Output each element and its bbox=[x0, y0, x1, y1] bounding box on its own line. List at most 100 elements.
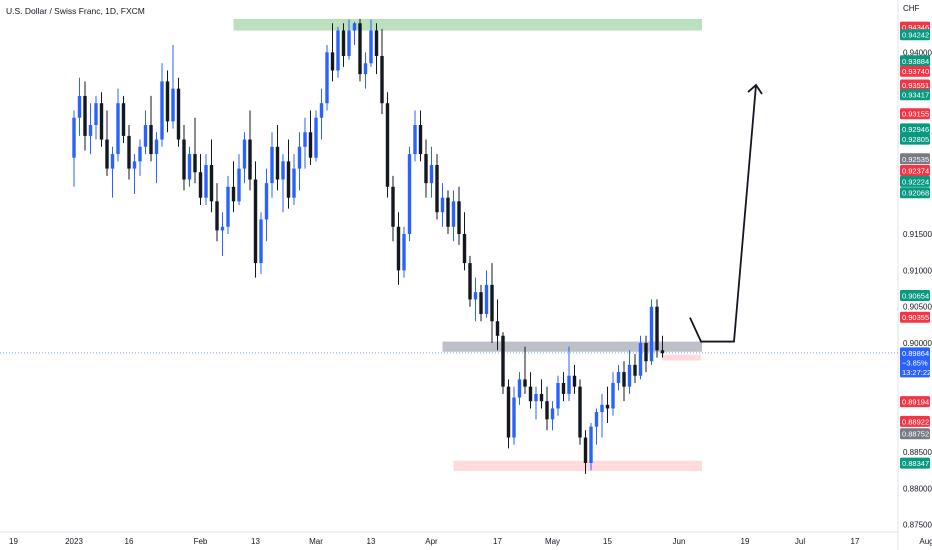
candle[interactable] bbox=[270, 132, 274, 198]
candle[interactable] bbox=[627, 350, 632, 394]
candle[interactable] bbox=[248, 110, 252, 191]
candle[interactable] bbox=[468, 255, 472, 307]
candle[interactable] bbox=[121, 95, 126, 144]
candle[interactable] bbox=[407, 146, 412, 242]
candle[interactable] bbox=[336, 26, 340, 78]
candle[interactable] bbox=[110, 146, 115, 198]
candle[interactable] bbox=[237, 154, 241, 205]
candle[interactable] bbox=[534, 386, 538, 420]
candle[interactable] bbox=[176, 77, 181, 147]
candle[interactable] bbox=[160, 63, 164, 147]
candle[interactable] bbox=[545, 386, 549, 431]
candle[interactable] bbox=[583, 430, 588, 474]
candle[interactable] bbox=[292, 154, 296, 205]
candle[interactable] bbox=[303, 117, 307, 169]
candle[interactable] bbox=[204, 154, 208, 205]
candle[interactable] bbox=[506, 379, 511, 449]
candle[interactable] bbox=[94, 95, 98, 140]
candle[interactable] bbox=[286, 139, 291, 209]
candle[interactable] bbox=[594, 408, 599, 445]
candle[interactable] bbox=[281, 154, 285, 213]
candle[interactable] bbox=[523, 346, 527, 394]
candle[interactable] bbox=[220, 212, 225, 256]
candle[interactable] bbox=[182, 125, 186, 191]
candle[interactable] bbox=[446, 190, 450, 235]
candle[interactable] bbox=[325, 45, 329, 111]
candle[interactable] bbox=[622, 361, 626, 402]
resistance-zone[interactable] bbox=[442, 341, 703, 352]
candle[interactable] bbox=[127, 125, 131, 180]
candle[interactable] bbox=[259, 212, 263, 274]
candle[interactable] bbox=[644, 335, 648, 373]
candle[interactable] bbox=[231, 161, 236, 213]
candle[interactable] bbox=[402, 226, 406, 278]
candle[interactable] bbox=[187, 146, 192, 187]
candle[interactable] bbox=[479, 284, 483, 322]
candle[interactable] bbox=[215, 183, 219, 242]
candle[interactable] bbox=[77, 77, 82, 136]
candle[interactable] bbox=[308, 110, 313, 165]
candle[interactable] bbox=[424, 139, 428, 198]
demand-zone[interactable] bbox=[453, 460, 703, 471]
projection-path[interactable] bbox=[689, 84, 757, 343]
candle[interactable] bbox=[589, 422, 593, 471]
candle[interactable] bbox=[226, 175, 230, 235]
candle[interactable] bbox=[512, 386, 516, 445]
candle[interactable] bbox=[374, 23, 379, 75]
candle[interactable] bbox=[358, 18, 362, 82]
candle[interactable] bbox=[605, 386, 610, 423]
candle[interactable] bbox=[638, 335, 643, 380]
candle[interactable] bbox=[561, 372, 566, 402]
supply-zone[interactable] bbox=[233, 18, 703, 31]
candle[interactable] bbox=[132, 154, 137, 195]
candle[interactable] bbox=[72, 110, 76, 187]
candle[interactable] bbox=[99, 92, 104, 147]
candle[interactable] bbox=[501, 332, 505, 394]
candle[interactable] bbox=[600, 393, 604, 438]
candle[interactable] bbox=[341, 23, 346, 67]
candle[interactable] bbox=[319, 88, 324, 140]
candle[interactable] bbox=[83, 81, 87, 151]
candle[interactable] bbox=[88, 103, 93, 155]
candle[interactable] bbox=[418, 110, 423, 162]
candle[interactable] bbox=[242, 132, 247, 184]
candle[interactable] bbox=[517, 372, 522, 405]
candle[interactable] bbox=[347, 19, 351, 60]
candle[interactable] bbox=[633, 353, 637, 384]
candle[interactable] bbox=[165, 70, 170, 133]
candle[interactable] bbox=[297, 132, 302, 191]
candle[interactable] bbox=[314, 110, 318, 162]
candle[interactable] bbox=[539, 379, 544, 409]
candle[interactable] bbox=[660, 335, 665, 358]
candle[interactable] bbox=[138, 139, 142, 176]
candle[interactable] bbox=[198, 154, 203, 205]
candle[interactable] bbox=[457, 186, 461, 245]
candle[interactable] bbox=[330, 23, 335, 82]
small-demand-zone[interactable] bbox=[662, 354, 702, 361]
candle[interactable] bbox=[116, 88, 120, 162]
candle[interactable] bbox=[655, 299, 659, 358]
candle[interactable] bbox=[435, 154, 439, 220]
candle[interactable] bbox=[490, 263, 494, 344]
candle[interactable] bbox=[396, 212, 401, 285]
candle[interactable] bbox=[572, 364, 577, 394]
candle[interactable] bbox=[369, 19, 373, 67]
candle[interactable] bbox=[611, 372, 615, 416]
candle[interactable] bbox=[105, 110, 109, 176]
candle[interactable] bbox=[352, 21, 357, 46]
candle[interactable] bbox=[528, 372, 533, 409]
candle[interactable] bbox=[429, 146, 434, 198]
candle[interactable] bbox=[567, 346, 571, 402]
candle[interactable] bbox=[578, 379, 582, 445]
candle[interactable] bbox=[495, 299, 500, 351]
candle[interactable] bbox=[171, 45, 175, 129]
candle[interactable] bbox=[556, 375, 560, 416]
candle[interactable] bbox=[413, 110, 417, 162]
candle[interactable] bbox=[209, 139, 214, 213]
candle[interactable] bbox=[451, 190, 456, 242]
candle[interactable] bbox=[550, 401, 555, 431]
candle[interactable] bbox=[616, 364, 621, 391]
candle[interactable] bbox=[462, 212, 467, 271]
candle[interactable] bbox=[380, 29, 384, 115]
